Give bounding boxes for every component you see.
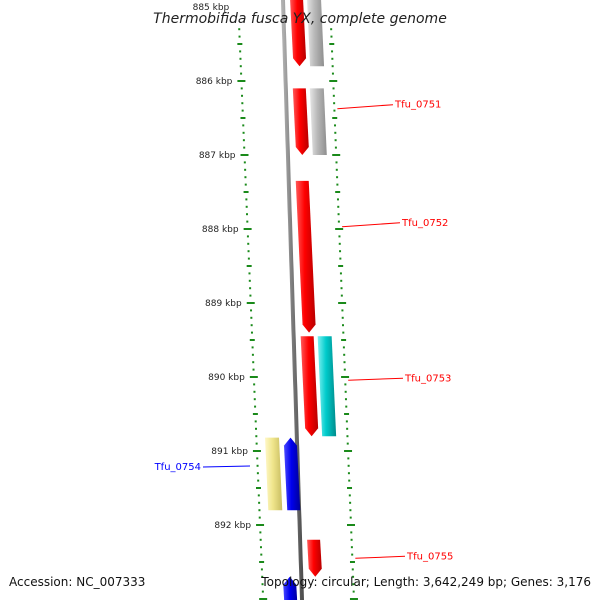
tick-ring: 885 kbp 886 kbp 887 kbp 888 kbp 889 kbp 890 k… <box>193 3 358 600</box>
tick-label: 891 kbp <box>211 447 248 457</box>
gene-arrow-tfu_0751[interactable] <box>292 88 309 155</box>
cds-block-yellow[interactable] <box>265 437 283 511</box>
accession-text: Accession: NC_007333 <box>9 575 146 589</box>
feature-track <box>265 0 337 511</box>
tick-label: 889 kbp <box>205 299 242 309</box>
tick-label: 887 kbp <box>199 151 236 161</box>
tick-label: 890 kbp <box>208 373 245 383</box>
gene-arrow-tfu_0755[interactable] <box>307 539 322 577</box>
gene-labels: Tfu_0751 Tfu_0752 Tfu_0753 Tfu_0754 Tfu_0755 <box>154 100 454 563</box>
gene-label-tfu_0754[interactable]: Tfu_0754 <box>154 462 201 473</box>
gene-arrow-tfu_0754[interactable] <box>284 437 301 511</box>
tick-label: 888 kbp <box>202 225 239 235</box>
gene-arrow-tfu_0750[interactable] <box>290 0 307 67</box>
gene-label-tfu_0751[interactable]: Tfu_0751 <box>394 100 441 111</box>
gene-label-leader <box>202 465 251 468</box>
gene-label-tfu_0752[interactable]: Tfu_0752 <box>401 218 448 229</box>
gene-label-leader <box>342 222 401 228</box>
cds-block-gray[interactable] <box>307 0 325 67</box>
cds-block-gray[interactable] <box>309 88 327 155</box>
gene-track <box>283 0 322 600</box>
gene-label-leader <box>348 377 404 381</box>
genome-summary-text: Topology: circular; Length: 3,642,249 bp… <box>261 575 591 589</box>
gene-arrow-tfu_0752[interactable] <box>295 180 316 333</box>
tick-label: 885 kbp <box>193 3 230 13</box>
cds-block-cyan[interactable] <box>317 336 337 437</box>
gene-arrow-tfu_0756[interactable] <box>283 576 298 600</box>
gene-arrow-tfu_0753[interactable] <box>300 336 319 437</box>
tick-label: 892 kbp <box>214 521 251 531</box>
gene-label-leader <box>355 555 406 559</box>
map-title: Thermobifida fusca YX, complete genome <box>153 11 447 27</box>
gene-label-tfu_0755[interactable]: Tfu_0755 <box>406 551 453 562</box>
gene-label-tfu_0753[interactable]: Tfu_0753 <box>404 373 451 384</box>
tick-label: 886 kbp <box>196 77 233 87</box>
gene-label-leader <box>337 104 394 110</box>
